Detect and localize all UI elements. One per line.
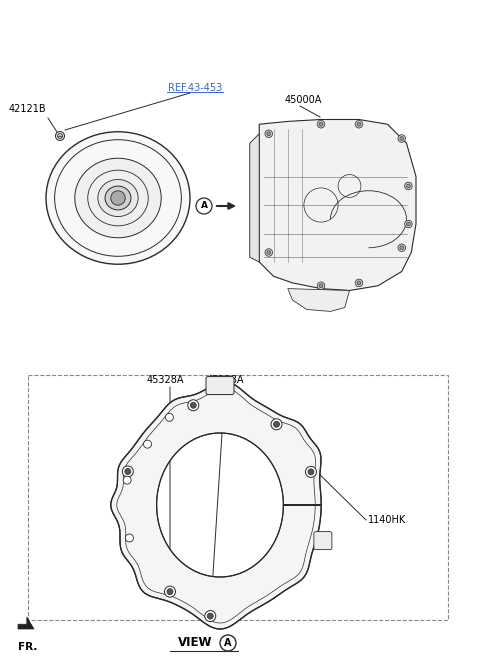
Bar: [28, 375, 448, 620]
Circle shape: [355, 279, 363, 287]
Circle shape: [357, 123, 361, 126]
FancyBboxPatch shape: [314, 531, 332, 550]
Circle shape: [190, 402, 196, 408]
Circle shape: [165, 586, 176, 597]
Circle shape: [405, 182, 412, 190]
Circle shape: [58, 134, 62, 138]
Text: 45328A: 45328A: [146, 375, 184, 385]
Circle shape: [122, 466, 133, 477]
Polygon shape: [111, 382, 321, 629]
Text: A: A: [201, 201, 207, 211]
Text: 42121B: 42121B: [8, 104, 46, 114]
Circle shape: [265, 249, 273, 256]
Circle shape: [267, 132, 271, 136]
Circle shape: [265, 130, 273, 138]
Circle shape: [220, 635, 236, 651]
Circle shape: [166, 413, 173, 421]
FancyBboxPatch shape: [206, 377, 234, 394]
Text: A: A: [224, 638, 232, 648]
Ellipse shape: [105, 186, 131, 210]
Circle shape: [317, 282, 325, 289]
Ellipse shape: [98, 180, 138, 216]
Polygon shape: [259, 119, 416, 291]
Circle shape: [125, 534, 133, 542]
Text: 1140HK: 1140HK: [368, 515, 406, 525]
Circle shape: [125, 468, 131, 474]
Polygon shape: [288, 289, 349, 312]
Circle shape: [188, 400, 199, 411]
Circle shape: [144, 440, 152, 448]
Circle shape: [319, 123, 323, 126]
Circle shape: [405, 220, 412, 228]
Circle shape: [400, 246, 404, 250]
Circle shape: [407, 184, 410, 188]
Circle shape: [123, 476, 131, 484]
Circle shape: [267, 251, 271, 255]
Circle shape: [56, 131, 64, 140]
Circle shape: [357, 281, 361, 285]
Text: REF.43-453: REF.43-453: [168, 83, 222, 93]
Circle shape: [398, 134, 406, 142]
Circle shape: [407, 222, 410, 226]
Circle shape: [308, 469, 314, 475]
Polygon shape: [250, 134, 259, 262]
Circle shape: [196, 198, 212, 214]
Ellipse shape: [46, 132, 190, 264]
Circle shape: [317, 121, 325, 128]
Text: 45000A: 45000A: [285, 95, 323, 105]
Circle shape: [305, 466, 316, 478]
Circle shape: [207, 613, 213, 619]
Circle shape: [274, 421, 279, 427]
Polygon shape: [18, 617, 34, 629]
Circle shape: [167, 588, 173, 594]
Text: FR.: FR.: [18, 642, 37, 652]
Circle shape: [400, 136, 404, 140]
Ellipse shape: [75, 158, 161, 237]
Circle shape: [205, 611, 216, 622]
Circle shape: [398, 244, 406, 251]
Circle shape: [271, 419, 282, 430]
Ellipse shape: [111, 191, 125, 205]
Circle shape: [319, 284, 323, 287]
Circle shape: [355, 121, 363, 128]
Text: VIEW: VIEW: [178, 636, 212, 649]
Text: 45328A: 45328A: [206, 375, 244, 385]
